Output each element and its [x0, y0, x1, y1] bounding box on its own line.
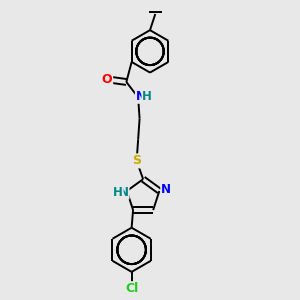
Text: H: H [142, 90, 152, 103]
Text: N: N [119, 186, 129, 199]
Text: N: N [161, 183, 171, 196]
Text: O: O [102, 73, 112, 86]
Text: N: N [136, 90, 146, 103]
Text: H: H [113, 186, 123, 199]
Text: S: S [132, 154, 141, 167]
Text: Cl: Cl [125, 282, 138, 295]
